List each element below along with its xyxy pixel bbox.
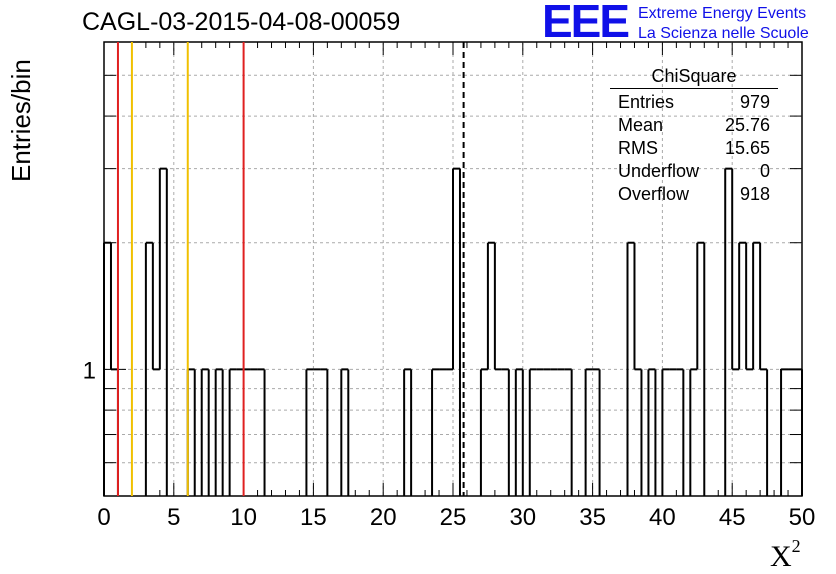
stats-box: ChiSquare Entries 979 Mean 25.76 RMS 15.… (610, 64, 778, 206)
histogram-bin (514, 368, 523, 496)
histogram-bin (151, 242, 160, 371)
histogram-bin (759, 242, 768, 371)
stats-label: Mean (618, 115, 664, 135)
histogram-bin (780, 368, 789, 496)
stats-value: 918 (739, 184, 770, 204)
histogram-bin (626, 241, 635, 496)
histogram-bin (696, 241, 705, 370)
stats-row-entries: Entries 979 (610, 91, 778, 114)
histogram-bin (731, 168, 740, 371)
stats-row-underflow: Underflow 0 (610, 160, 778, 183)
logo-line-1: Extreme Energy Events (638, 5, 807, 22)
logo-line-2: La Scienza nelle Scuole (638, 25, 809, 42)
eee-logo-mark: EEE (542, 0, 630, 47)
x-axis-label-sup: 2 (791, 536, 801, 556)
x-tick-label: 10 (230, 504, 257, 531)
histogram-bin (661, 368, 670, 496)
x-tick-label: 0 (97, 504, 110, 531)
stats-value: 25.76 (724, 115, 770, 135)
histogram-bin (452, 167, 460, 370)
histogram-bin (214, 368, 223, 496)
x-axis-label: X2 (770, 536, 801, 574)
histogram-bin (228, 368, 237, 496)
x-tick-label: 25 (440, 504, 467, 531)
histogram-bin (403, 368, 412, 496)
histogram-bin (340, 368, 349, 496)
histogram-bin (431, 368, 440, 496)
histogram-bin (200, 368, 209, 496)
x-tick-label: 35 (579, 504, 606, 531)
histogram-bin (493, 242, 502, 371)
stats-value: 15.65 (724, 138, 770, 158)
stats-value: 0 (759, 161, 770, 181)
histogram-bin (479, 368, 488, 496)
x-tick-label: 5 (167, 504, 180, 531)
histogram-bin (486, 241, 495, 370)
histogram-bin (745, 242, 754, 371)
stats-title: ChiSquare (610, 64, 778, 89)
histogram-bin (144, 241, 153, 496)
chart-title: CAGL-03-2015-04-08-00059 (82, 8, 401, 36)
stats-value: 979 (739, 92, 770, 112)
histogram-bin (158, 167, 167, 370)
x-tick-label: 30 (509, 504, 536, 531)
stats-label: RMS (618, 138, 658, 158)
x-tick-label: 40 (649, 504, 676, 531)
x-axis-label-base: X (770, 540, 792, 573)
histogram-bin (528, 368, 537, 496)
y-tick-label: 1 (83, 357, 96, 384)
x-tick-label: 50 (789, 504, 816, 531)
histogram-bin (109, 242, 118, 371)
x-tick-label: 45 (719, 504, 746, 531)
histogram-bin (305, 368, 314, 496)
histogram-bin (584, 368, 593, 496)
eee-logo: EEE Extreme Energy Events La Scienza nel… (542, 0, 834, 47)
x-tick-label: 15 (300, 504, 327, 531)
stats-row-overflow: Overflow 918 (610, 183, 778, 206)
histogram-bin (724, 167, 733, 496)
histogram-bin (647, 368, 656, 496)
stats-label: Entries (618, 92, 675, 112)
stats-label: Underflow (618, 161, 700, 181)
stats-row-rms: RMS 15.65 (610, 137, 778, 160)
histogram-bin (752, 241, 761, 370)
histogram-bin (738, 241, 747, 370)
histogram-bin (689, 368, 698, 496)
histogram-bin (633, 242, 642, 371)
stats-label: Overflow (618, 184, 690, 204)
stats-row-mean: Mean 25.76 (610, 114, 778, 137)
histogram-bin (103, 241, 111, 496)
x-tick-label: 20 (370, 504, 397, 531)
